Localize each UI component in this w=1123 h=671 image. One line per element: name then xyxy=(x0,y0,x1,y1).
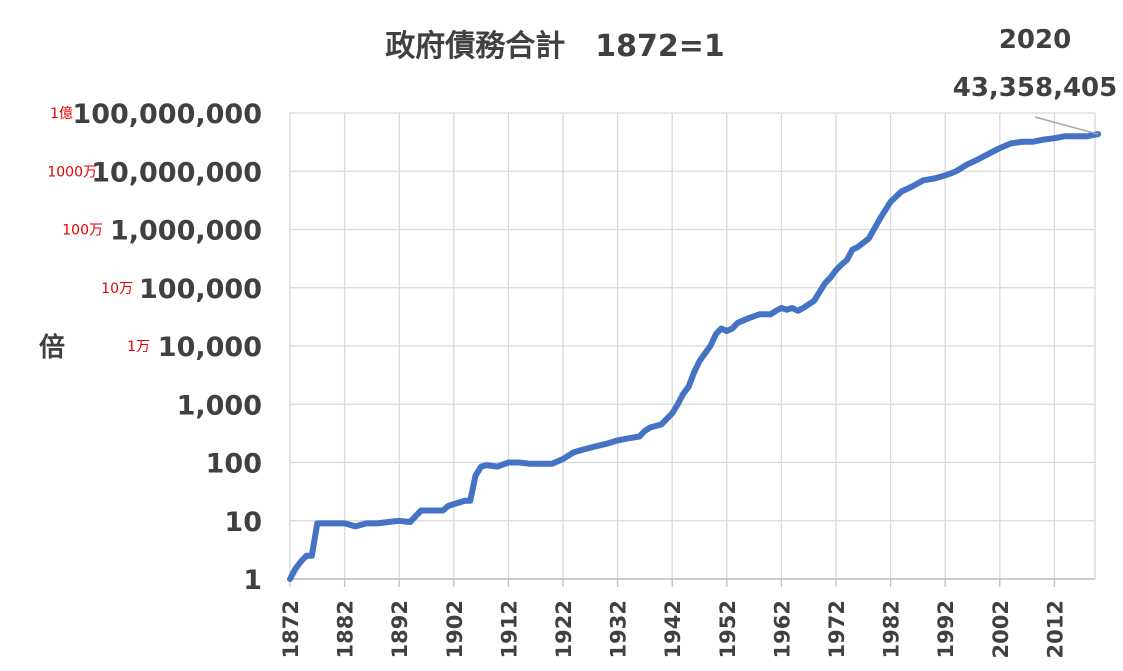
y-tick-label: 10,000 xyxy=(158,332,262,363)
annotation: 2020 43,358,405 xyxy=(953,25,1117,135)
x-tick-label: 1922 xyxy=(552,600,576,658)
y-axis-ticks: 1 10 100 1,000 10,000 1万 100,000 10万 1,000,000 10… xyxy=(47,99,262,596)
x-tick-label: 1992 xyxy=(934,600,958,658)
y-tick-label: 1 xyxy=(243,565,262,596)
y-tick-jp-label: 10万 xyxy=(101,281,133,297)
x-tick-label: 1872 xyxy=(279,600,303,658)
y-tick-jp-label: 1万 xyxy=(127,339,150,355)
series-line xyxy=(287,131,1102,582)
x-tick-label: 1942 xyxy=(661,600,685,658)
x-tick-label: 2012 xyxy=(1043,600,1067,658)
x-tick-label: 1912 xyxy=(497,600,521,658)
y-tick-jp-label: 1億 xyxy=(50,106,73,122)
y-tick-label: 1,000,000 xyxy=(110,216,262,247)
y-tick-label: 10 xyxy=(224,507,262,538)
x-tick-label: 1902 xyxy=(443,600,467,658)
x-tick-label: 1952 xyxy=(716,600,740,658)
chart-title: 政府債務合計 1872=1 xyxy=(385,29,725,64)
y-tick-label: 10,000,000 xyxy=(91,157,262,188)
x-tick-label: 1982 xyxy=(880,600,904,658)
y-tick-label: 100 xyxy=(206,449,262,480)
x-tick-label: 1932 xyxy=(607,600,631,658)
x-tick-label: 1882 xyxy=(334,600,358,658)
y-tick-label: 100,000 xyxy=(139,274,262,305)
series-layer xyxy=(287,131,1102,582)
annotation-leader-line xyxy=(1034,116,1099,135)
x-tick-label: 1972 xyxy=(825,600,849,658)
y-tick-label: 1,000 xyxy=(177,390,262,421)
y-axis-label: 倍 xyxy=(39,332,65,363)
x-tick-label: 2002 xyxy=(989,600,1013,658)
annotation-value-label: 43,358,405 xyxy=(953,73,1117,103)
annotation-year-label: 2020 xyxy=(999,25,1071,55)
x-tick-label: 1962 xyxy=(770,600,794,658)
gridlines xyxy=(289,112,1096,580)
y-tick-jp-label: 100万 xyxy=(62,223,103,239)
y-tick-label: 100,000,000 xyxy=(72,99,262,130)
y-tick-jp-label: 1000万 xyxy=(47,164,97,180)
x-axis-ticks: 1872 1882 1892 1902 1912 1922 1932 1942 1952 1962… xyxy=(279,579,1067,658)
x-tick-label: 1892 xyxy=(388,600,412,658)
